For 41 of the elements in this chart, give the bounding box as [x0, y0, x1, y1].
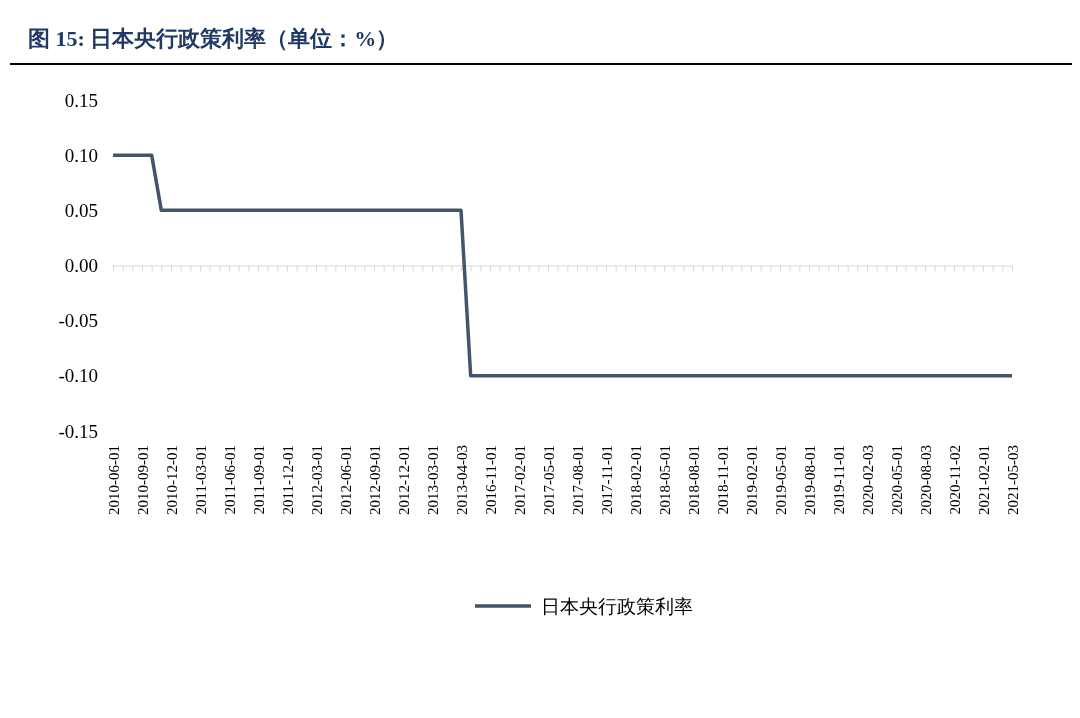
x-tick-label: 2017-05-01 [540, 445, 557, 515]
x-tick-label: 2011-03-01 [192, 445, 209, 515]
x-tick-label: 2017-11-01 [598, 445, 615, 515]
x-tick-label: 2020-11-02 [946, 445, 963, 515]
x-tick-label: 2019-05-01 [772, 445, 789, 515]
x-tick-label: 2017-02-01 [511, 445, 528, 515]
x-tick-label: 2011-06-01 [221, 445, 238, 515]
x-tick-label: 2018-05-01 [656, 445, 673, 515]
x-tick-label: 2021-02-01 [975, 445, 992, 515]
x-tick-label: 2011-09-01 [250, 445, 267, 515]
legend-label: 日本央行政策利率 [541, 596, 693, 617]
y-tick-label: 0.15 [64, 89, 98, 111]
x-tick-label: 2017-08-01 [569, 445, 586, 515]
x-tick-label: 2010-06-01 [105, 445, 122, 515]
x-tick-label: 2010-09-01 [134, 445, 151, 515]
x-tick-label: 2019-08-01 [801, 445, 818, 515]
x-tick-label: 2010-12-01 [163, 445, 180, 515]
y-tick-label: -0.10 [58, 365, 98, 387]
x-tick-label: 2016-11-01 [482, 445, 499, 515]
x-tick-label: 2021-05-03 [1004, 445, 1021, 515]
x-tick-label: 2018-08-01 [685, 445, 702, 515]
y-tick-label: -0.15 [58, 420, 98, 442]
x-tick-label: 2012-12-01 [395, 445, 412, 515]
x-tick-label: 2012-03-01 [308, 445, 325, 515]
chart-title: 图 15: 日本央行政策利率（单位：%） [28, 26, 399, 51]
x-tick-label: 2013-04-03 [453, 445, 470, 515]
y-tick-label: 0.05 [64, 199, 98, 221]
x-tick-label: 2018-02-01 [627, 445, 644, 515]
x-tick-label: 2013-03-01 [424, 445, 441, 515]
y-tick-label: 0.10 [64, 144, 98, 166]
x-tick-label: 2019-02-01 [743, 445, 760, 515]
x-tick-label: 2019-11-01 [830, 445, 847, 515]
x-tick-label: 2020-08-03 [917, 445, 934, 515]
x-tick-label: 2012-09-01 [366, 445, 383, 515]
x-tick-label: 2018-11-01 [714, 445, 731, 515]
y-tick-label: 0.00 [64, 255, 98, 277]
x-tick-label: 2011-12-01 [279, 445, 296, 515]
x-tick-label: 2020-02-03 [859, 445, 876, 515]
x-tick-label: 2020-05-01 [888, 445, 905, 515]
y-tick-label: -0.05 [58, 310, 98, 332]
x-tick-label: 2012-06-01 [337, 445, 354, 515]
